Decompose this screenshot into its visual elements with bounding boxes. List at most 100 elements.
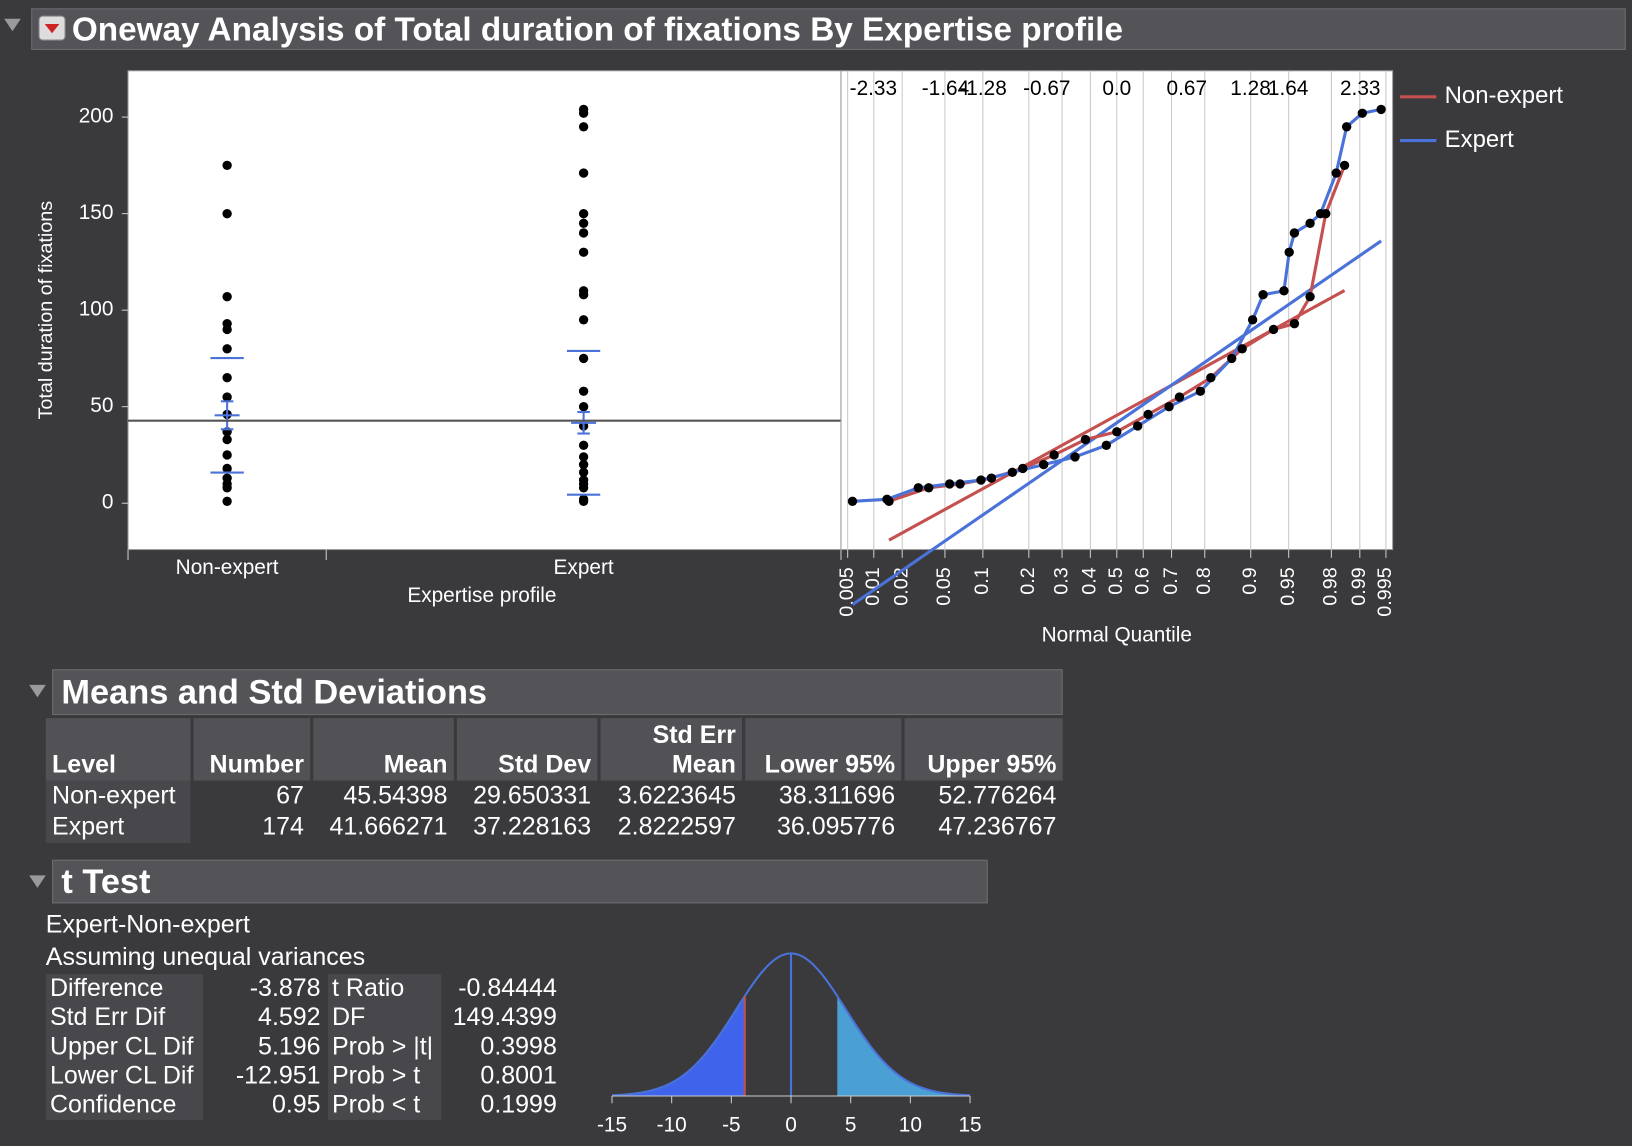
data-row: Lower CL Dif -12.951 Prob > t 0.8001 xyxy=(45,1061,561,1091)
point xyxy=(1112,427,1122,437)
column-header: Std Dev xyxy=(456,718,598,781)
means-header: Means and Std Deviations xyxy=(52,669,1063,716)
x-tick-label: 0.1 xyxy=(971,567,993,594)
point xyxy=(976,475,986,485)
legend-label: Expert xyxy=(1445,126,1514,153)
top-tick-label: 0.67 xyxy=(1167,77,1207,100)
data-row: Std Err Dif 4.592 DF 149.4399 xyxy=(45,1003,561,1033)
x-tick-label: 10 xyxy=(899,1114,922,1137)
x-tick-label: 0.3 xyxy=(1050,567,1072,594)
note: Assuming unequal variances xyxy=(45,942,366,972)
point xyxy=(1049,450,1059,460)
x-tick-label: 0.8 xyxy=(1193,567,1215,594)
point xyxy=(578,475,589,485)
right-tail xyxy=(837,996,971,1096)
cell: 41.666271 xyxy=(329,812,448,841)
point xyxy=(578,168,589,178)
value: 0.95 xyxy=(271,1090,321,1119)
point xyxy=(222,344,232,354)
point xyxy=(1284,247,1294,257)
y-tick-label: 150 xyxy=(79,201,114,224)
point xyxy=(578,353,589,364)
point xyxy=(578,208,589,219)
level: Non-expert xyxy=(45,780,191,812)
x-tick-label: 0.005 xyxy=(836,567,858,616)
x-axis-label: Expertise profile xyxy=(407,584,556,607)
x-tick-label: -5 xyxy=(722,1114,741,1137)
x-tick-label: 0.98 xyxy=(1320,567,1342,605)
collapse-toggle[interactable] xyxy=(4,18,21,32)
value: -12.951 xyxy=(235,1061,321,1090)
point xyxy=(1080,434,1091,445)
point xyxy=(1305,218,1315,228)
value: 0.8001 xyxy=(480,1061,557,1090)
x-axis-label: Normal Quantile xyxy=(1042,623,1192,646)
column-header: Mean xyxy=(313,718,454,781)
point xyxy=(222,473,232,483)
x-tick-label: 0.7 xyxy=(1160,567,1182,594)
point xyxy=(222,373,232,383)
point xyxy=(578,315,589,325)
collapse-toggle[interactable] xyxy=(29,875,46,888)
point xyxy=(1376,104,1386,115)
label: DF xyxy=(327,1003,442,1033)
point xyxy=(1341,122,1352,132)
x-tick-label: 0.6 xyxy=(1131,567,1153,594)
y-tick-label: 200 xyxy=(79,105,114,128)
x-tick-label: 0.2 xyxy=(1017,567,1039,594)
point xyxy=(1143,409,1153,420)
x-tick-label: 0.5 xyxy=(1105,567,1127,594)
y-tick-label: 100 xyxy=(79,298,114,321)
top-tick-label: 1.64 xyxy=(1268,77,1308,100)
report-title: Oneway Analysis of Total duration of fix… xyxy=(71,9,1124,48)
point xyxy=(578,494,589,505)
point xyxy=(578,459,589,470)
point xyxy=(1289,318,1300,329)
x-tick-label: 0.4 xyxy=(1079,567,1101,594)
comparison: Expert-Non-expert xyxy=(45,910,250,939)
quantile-line xyxy=(852,107,1382,503)
point xyxy=(222,160,232,171)
value: 0.3998 xyxy=(480,1032,557,1061)
ttest-title: t Test xyxy=(61,861,151,901)
label: t Ratio xyxy=(327,974,442,1004)
point xyxy=(1357,108,1368,118)
point xyxy=(955,479,965,489)
top-tick-label: 1.28 xyxy=(1230,77,1270,100)
point xyxy=(222,496,232,506)
point xyxy=(1315,208,1326,219)
point xyxy=(1007,467,1018,478)
point xyxy=(882,494,892,505)
x-tick-label: 0.95 xyxy=(1277,567,1299,605)
collapse-toggle[interactable] xyxy=(29,684,46,698)
cell: 36.095776 xyxy=(777,812,896,841)
red-triangle-menu[interactable] xyxy=(38,15,66,41)
cell: 45.54398 xyxy=(343,781,448,810)
point xyxy=(578,218,589,228)
point xyxy=(578,452,589,462)
value: 4.592 xyxy=(258,1003,321,1032)
cell: 52.776264 xyxy=(938,781,1057,810)
point xyxy=(222,434,232,445)
point xyxy=(1237,344,1247,354)
x-tick-label: 0.05 xyxy=(933,567,955,605)
column-header: Number xyxy=(193,718,311,781)
cell: 47.236767 xyxy=(938,812,1057,841)
top-tick-label: 2.33 xyxy=(1340,77,1380,100)
point xyxy=(1289,228,1300,238)
label: Prob > |t| xyxy=(327,1032,442,1062)
point xyxy=(222,291,232,302)
value: 0.1999 xyxy=(480,1090,557,1119)
cell: 67 xyxy=(276,781,304,810)
plot-background xyxy=(127,70,842,551)
data-row: Confidence 0.95 Prob < t 0.1999 xyxy=(45,1090,561,1120)
x-tick-label: Expert xyxy=(554,556,614,579)
top-tick-label: -1.28 xyxy=(959,77,1006,100)
value: 149.4399 xyxy=(452,1003,557,1032)
point xyxy=(1018,463,1028,474)
left-tail xyxy=(612,996,745,1096)
point xyxy=(578,247,589,257)
column-header: Std Err Mean xyxy=(600,718,743,781)
